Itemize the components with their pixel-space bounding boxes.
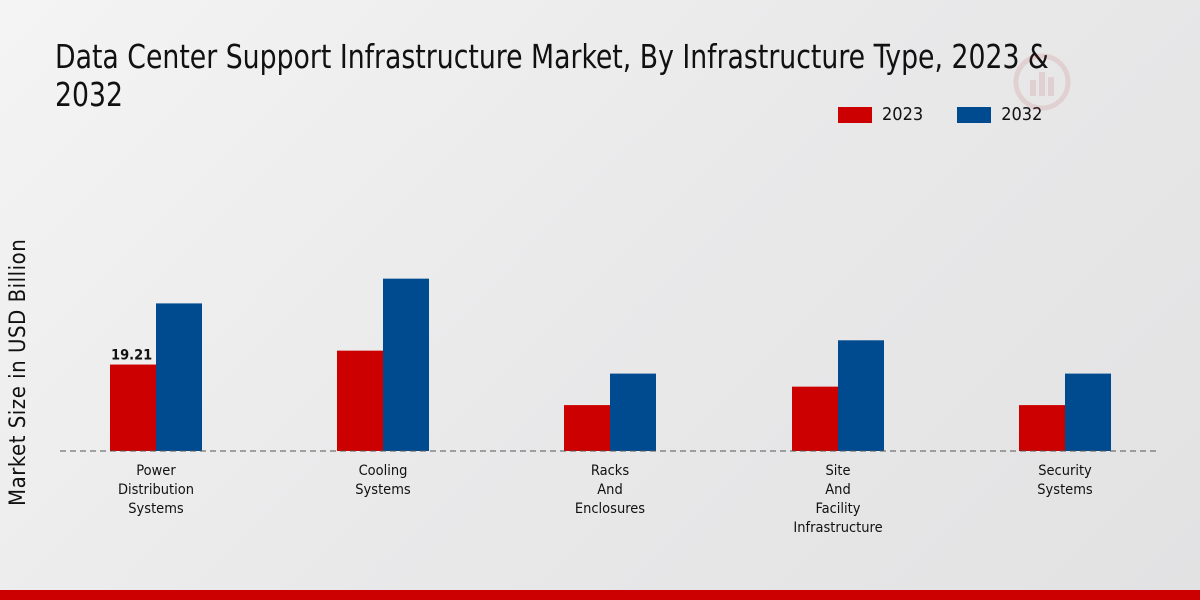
bar-2023-1 <box>337 350 383 451</box>
x-tick-label-4: Security Systems <box>1037 463 1093 498</box>
x-tick-label-0: Power Distribution Systems <box>118 463 194 517</box>
chart-title: Data Center Support Infrastructure Marke… <box>55 37 1049 114</box>
legend-swatch-2023 <box>838 106 872 123</box>
bar-2032-1 <box>383 278 429 451</box>
bar-2032-0 <box>156 303 202 451</box>
bar-2023-4 <box>1019 405 1065 451</box>
legend-item-2023: 2023 <box>838 104 923 125</box>
legend-label-2032: 2032 <box>1001 104 1043 125</box>
legend-swatch-2032 <box>957 106 992 123</box>
x-tick-label-1: Cooling Systems <box>355 463 411 498</box>
bar-2023-3 <box>792 386 838 451</box>
bar-2023-0 <box>110 364 156 451</box>
bar-2032-3 <box>838 340 884 451</box>
bottom-accent-bar <box>0 590 1200 600</box>
watermark-logo-icon <box>1013 53 1071 111</box>
data-label-0: 19.21 <box>111 348 152 364</box>
legend-item-2032: 2032 <box>957 104 1042 125</box>
legend: 2023 2032 <box>838 104 1076 125</box>
legend-label-2023: 2023 <box>882 104 924 125</box>
bar-2032-2 <box>610 373 656 451</box>
x-tick-label-3: Site And Facility Infrastructure <box>793 463 882 536</box>
bar-2032-4 <box>1065 373 1111 451</box>
bar-2023-2 <box>564 405 610 451</box>
x-tick-label-2: Racks And Enclosures <box>575 463 645 517</box>
